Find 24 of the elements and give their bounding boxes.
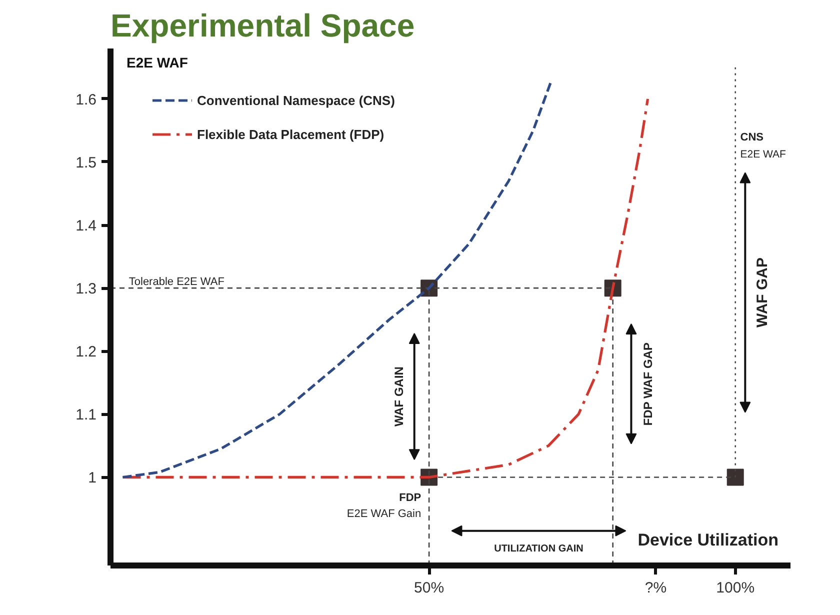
y-tick-label: 1	[88, 470, 96, 487]
y-tick-label: 1.1	[76, 406, 97, 424]
annotation: E2E WAF	[740, 148, 786, 160]
annotation: E2E WAF Gain	[346, 508, 422, 520]
annotation: Tolerable E2E WAF	[128, 276, 225, 288]
annotation: CNS	[740, 131, 764, 144]
annotation: FDP	[399, 492, 422, 504]
x-axis-title: Device Utilization	[638, 530, 779, 550]
legend-label: Conventional Namespace (CNS)	[197, 92, 395, 108]
y-axis-title: E2E WAF	[126, 54, 188, 70]
chart-title: Experimental Space	[110, 8, 415, 44]
y-tick-label: 1.6	[76, 91, 97, 108]
annotation: WAF GAIN	[392, 366, 406, 427]
x-tick-label: 100%	[716, 580, 755, 596]
y-tick-label: 1.4	[76, 218, 97, 235]
annotation: WAF GAP	[754, 258, 771, 328]
y-tick-label: 1.5	[76, 154, 97, 172]
y-tick-label: 1.2	[76, 344, 97, 361]
x-tick-label: 50%	[414, 580, 444, 596]
y-tick-label: 1.3	[76, 280, 97, 298]
x-tick-label: ?%	[644, 580, 667, 596]
legend-label: Flexible Data Placement (FDP)	[197, 126, 384, 142]
annotation: UTILIZATION GAIN	[494, 544, 584, 555]
annotation: FDP WAF GAP	[640, 342, 655, 426]
